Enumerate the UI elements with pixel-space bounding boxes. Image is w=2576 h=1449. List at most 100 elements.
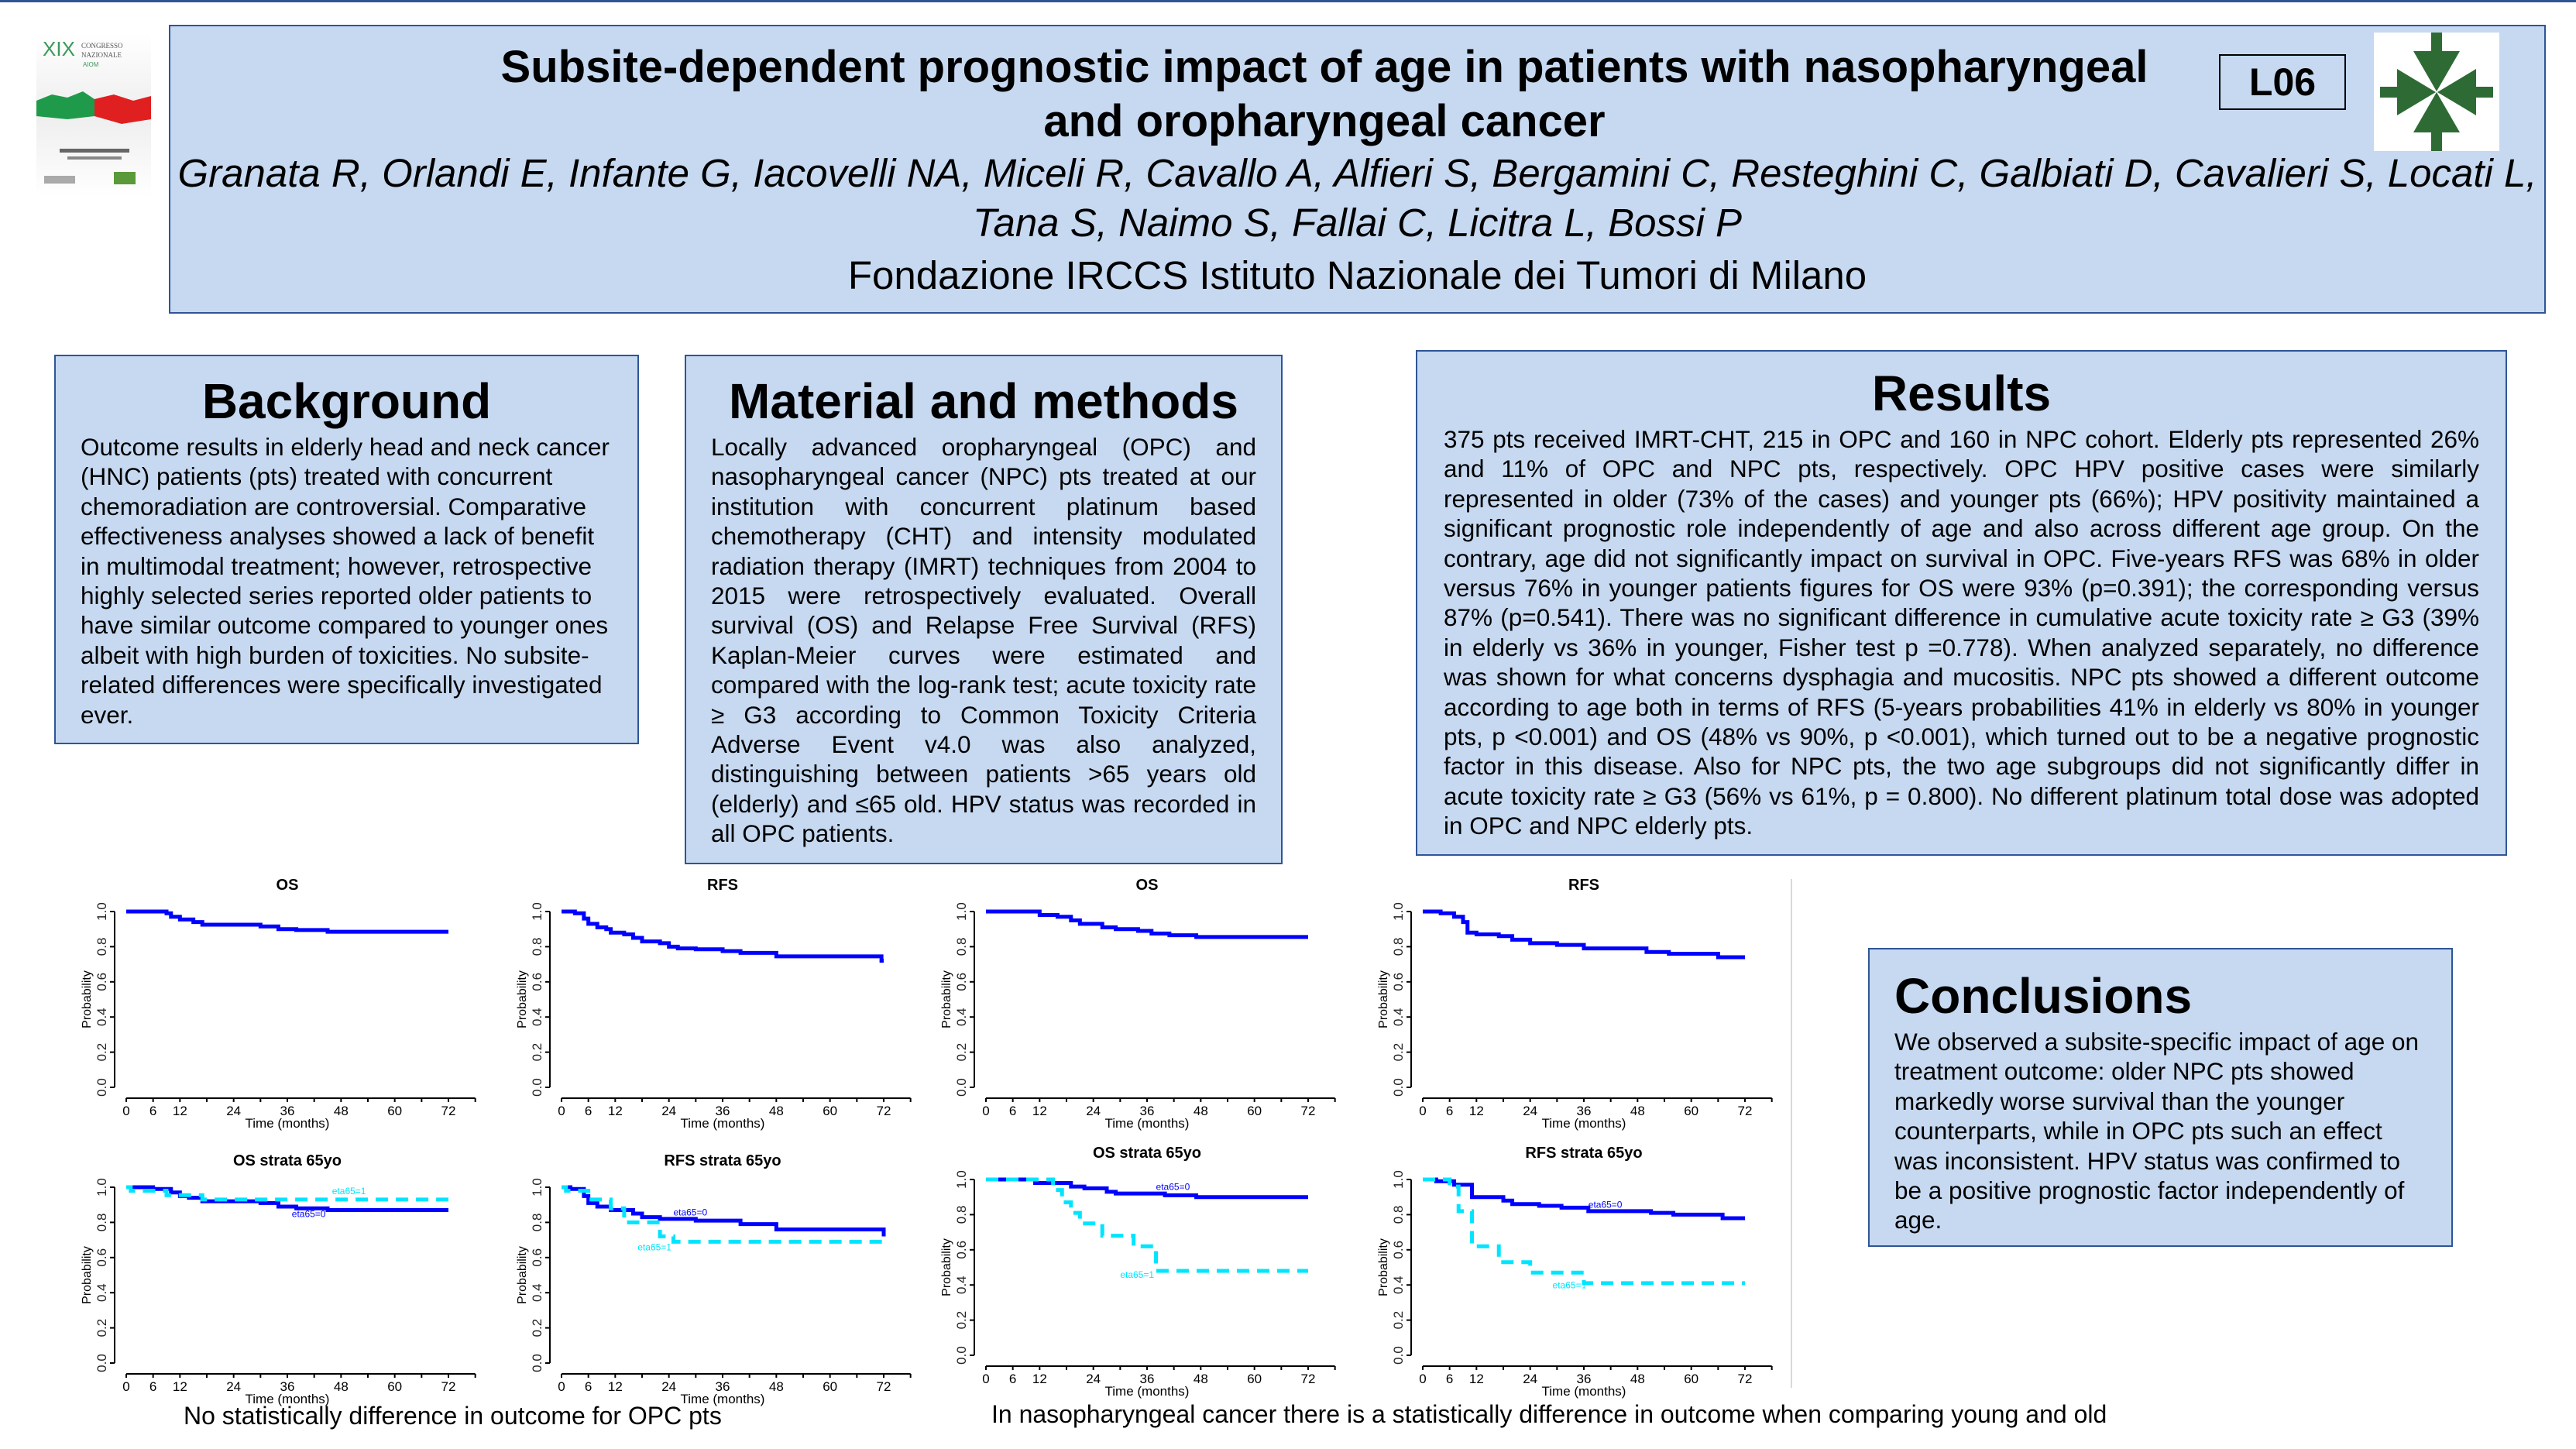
x-tick-label: 72	[1738, 1372, 1753, 1386]
affiliation: Fondazione IRCCS Istituto Nazionale dei …	[847, 253, 1867, 297]
km-curve-eta65=1	[562, 1185, 884, 1244]
y-tick-label: 0.6	[530, 973, 544, 991]
x-tick-label: 0	[982, 1104, 989, 1118]
poster-header: Subsite-dependent prognostic impact of a…	[169, 25, 2546, 314]
x-tick-label: 72	[877, 1104, 891, 1118]
chart-title: RFS strata 65yo	[664, 1152, 781, 1169]
y-axis-label: Probability	[940, 1238, 953, 1296]
x-tick-label: 36	[1577, 1104, 1592, 1118]
x-tick-label: 0	[558, 1104, 565, 1118]
x-tick-label: 60	[1684, 1104, 1698, 1118]
authors: Granata R, Orlandi E, Infante G, Iacovel…	[177, 151, 2537, 245]
x-tick-label: 12	[173, 1104, 187, 1118]
y-tick-label: 0.8	[1391, 938, 1406, 956]
km-curve-eta65=0	[986, 1177, 1308, 1200]
y-tick-label: 0.4	[1391, 1276, 1406, 1294]
poster-title: Subsite-dependent prognostic impact of a…	[500, 42, 2148, 146]
conference-logo: XIX CONGRESSO NAZIONALE AIOM	[36, 33, 151, 197]
x-tick-label: 12	[173, 1379, 187, 1394]
x-axis-label: Time (months)	[1542, 1116, 1626, 1131]
x-tick-label: 6	[149, 1379, 156, 1394]
x-tick-label: 12	[608, 1379, 623, 1394]
series-label: eta65=0	[1589, 1199, 1623, 1210]
chart-title: OS	[276, 877, 299, 894]
y-tick-label: 0.6	[954, 1241, 969, 1259]
chart-title: RFS	[707, 877, 738, 894]
km-curve-all	[986, 909, 1308, 939]
y-tick-label: 0.0	[530, 1354, 544, 1372]
x-tick-label: 24	[661, 1379, 676, 1394]
chart-title: RFS strata 65yo	[1525, 1145, 1642, 1162]
y-tick-label: 0.6	[530, 1248, 544, 1267]
poster-code-badge: L06	[2219, 54, 2346, 110]
y-axis-label: Probability	[81, 1246, 94, 1304]
x-tick-label: 72	[1301, 1372, 1316, 1386]
chart-title: OS strata 65yo	[1093, 1145, 1201, 1162]
x-axis-label: Time (months)	[246, 1392, 330, 1406]
series-label: eta65=0	[673, 1207, 707, 1217]
x-tick-label: 6	[149, 1104, 156, 1118]
y-tick-label: 1.0	[530, 1178, 544, 1197]
svg-text:NAZIONALE: NAZIONALE	[81, 51, 122, 59]
km-curve-eta65=1	[1423, 1177, 1745, 1286]
y-tick-label: 0.0	[954, 1078, 969, 1097]
y-tick-label: 0.6	[954, 973, 969, 991]
x-tick-label: 48	[1194, 1104, 1208, 1118]
y-tick-label: 0.4	[1391, 1008, 1406, 1026]
y-tick-label: 0.0	[530, 1078, 544, 1097]
x-tick-label: 6	[1009, 1104, 1016, 1118]
x-tick-label: 48	[769, 1379, 784, 1394]
x-axis-label: Time (months)	[681, 1116, 765, 1131]
y-tick-label: 0.2	[954, 1311, 969, 1330]
y-tick-label: 0.8	[94, 938, 109, 956]
x-tick-label: 24	[1086, 1372, 1101, 1386]
divider	[1791, 879, 1792, 1388]
x-tick-label: 60	[823, 1379, 837, 1394]
y-tick-label: 0.4	[954, 1008, 969, 1026]
x-tick-label: 0	[558, 1379, 565, 1394]
npc-rfs-strata-chart: RFS strata 65yo 0.0 0.2 0.4 0.6 0.8 1.0 Probabi…	[1377, 1145, 1773, 1399]
x-tick-label: 12	[1469, 1104, 1484, 1118]
institute-logo-icon	[2374, 33, 2499, 151]
svg-text:AIOM: AIOM	[83, 61, 99, 68]
x-tick-label: 72	[441, 1104, 456, 1118]
y-tick-label: 1.0	[530, 902, 544, 921]
npc-os-chart: OS 0.0 0.2 0.4 0.6 0.8 1.0 Probability 0 6 12 24 36 4…	[940, 877, 1336, 1131]
y-tick-label: 0.2	[1391, 1043, 1406, 1062]
npc-caption: In nasopharyngeal cancer there is a stat…	[991, 1400, 2107, 1428]
y-tick-label: 0.2	[94, 1043, 109, 1062]
y-tick-label: 1.0	[954, 1170, 969, 1189]
y-tick-label: 0.6	[94, 1248, 109, 1267]
methods-text: Locally advanced oropharyngeal (OPC) and…	[711, 433, 1256, 848]
x-tick-label: 12	[1469, 1372, 1484, 1386]
y-tick-label: 0.6	[1391, 973, 1406, 991]
x-tick-label: 60	[387, 1379, 402, 1394]
x-tick-label: 60	[1247, 1104, 1262, 1118]
x-tick-label: 60	[1247, 1372, 1262, 1386]
y-tick-label: 0.0	[1391, 1346, 1406, 1365]
x-tick-label: 60	[1684, 1372, 1698, 1386]
opc-os-strata-chart: OS strata 65yo 0.0 0.2 0.4 0.6 0.8 1.0 Probabil…	[81, 1152, 476, 1406]
x-tick-label: 24	[1523, 1104, 1537, 1118]
y-axis-label: Probability	[516, 970, 529, 1028]
methods-heading: Material and methods	[729, 373, 1238, 429]
y-tick-label: 0.2	[954, 1043, 969, 1062]
y-tick-label: 0.4	[94, 1283, 109, 1302]
y-axis-label: Probability	[1377, 1238, 1390, 1296]
x-tick-label: 36	[1140, 1372, 1155, 1386]
y-tick-label: 0.2	[530, 1319, 544, 1337]
km-curve-all	[126, 909, 448, 934]
chart-title: RFS	[1568, 877, 1599, 894]
x-tick-label: 60	[387, 1104, 402, 1118]
y-axis-label: Probability	[940, 970, 953, 1028]
y-tick-label: 1.0	[94, 1178, 109, 1197]
y-tick-label: 0.4	[530, 1008, 544, 1026]
y-tick-label: 0.6	[1391, 1241, 1406, 1259]
series-label: eta65=0	[1156, 1182, 1190, 1193]
y-tick-label: 0.8	[1391, 1206, 1406, 1224]
conclusions-heading: Conclusions	[1894, 968, 2193, 1024]
results-text: 375 pts received IMRT-CHT, 215 in OPC an…	[1444, 425, 2479, 840]
series-label: eta65=1	[1553, 1280, 1587, 1291]
y-tick-label: 1.0	[94, 902, 109, 921]
x-tick-label: 48	[1194, 1372, 1208, 1386]
